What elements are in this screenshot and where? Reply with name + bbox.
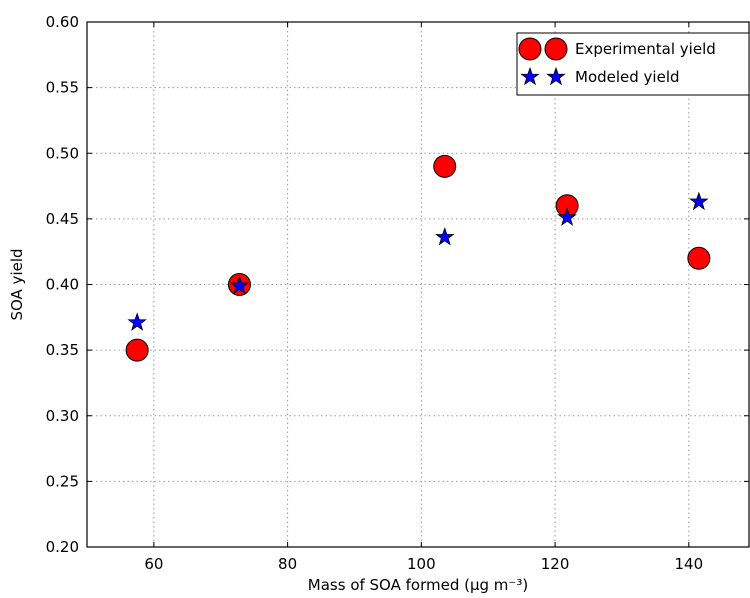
x-tick-label: 140 xyxy=(674,555,703,573)
y-tick-label: 0.60 xyxy=(46,13,79,31)
x-tick-label: 100 xyxy=(407,555,436,573)
x-tick-label: 80 xyxy=(278,555,297,573)
legend-star-icon xyxy=(520,66,540,86)
modeled-yield-point xyxy=(557,207,577,226)
legend-circle-marker xyxy=(518,37,542,61)
modeled-yield-point xyxy=(689,191,709,211)
y-tick-label: 0.50 xyxy=(46,144,79,162)
plot-frame xyxy=(86,21,750,548)
y-axis-label: SOA yield xyxy=(8,248,26,320)
x-tick-label: 60 xyxy=(144,555,163,573)
legend-entry-label: Modeled yield xyxy=(575,68,680,86)
experimental-yield-point xyxy=(687,246,711,270)
modeled-yield-point xyxy=(229,275,250,295)
y-tick-label: 0.20 xyxy=(46,538,79,556)
x-axis-ticks: 60 80 100 120 140 xyxy=(144,22,703,573)
y-tick-label: 0.40 xyxy=(46,276,79,294)
legend: Experimental yield Modeled yield xyxy=(516,32,750,96)
legend-star-icon xyxy=(546,66,566,86)
y-tick-label: 0.25 xyxy=(46,472,79,490)
legend-entry-label: Experimental yield xyxy=(575,40,716,58)
y-tick-label: 0.45 xyxy=(46,210,79,228)
y-tick-label: 0.55 xyxy=(46,79,79,97)
y-axis-ticks: 0.20 0.25 0.30 0.35 0.40 0.45 0.50 0.55 0.60 xyxy=(46,13,749,556)
experimental-yield-point xyxy=(125,338,149,362)
x-tick-label: 120 xyxy=(541,555,570,573)
modeled-yield-point xyxy=(127,312,147,331)
modeled-yield-point xyxy=(435,227,455,246)
data-points xyxy=(125,154,711,362)
x-axis-label: Mass of SOA formed (μg m⁻³) xyxy=(308,576,528,594)
y-tick-label: 0.35 xyxy=(46,341,79,359)
experimental-yield-point xyxy=(433,154,457,178)
y-tick-label: 0.30 xyxy=(46,407,79,425)
legend-circle-marker xyxy=(544,37,568,61)
grid-lines xyxy=(87,22,749,547)
